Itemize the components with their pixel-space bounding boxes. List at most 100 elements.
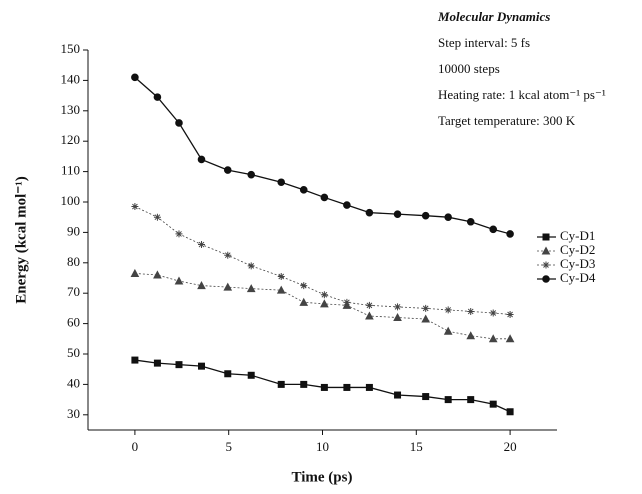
marker (223, 166, 232, 174)
legend-marker (542, 233, 550, 241)
marker (320, 193, 329, 202)
marker (466, 217, 475, 226)
marker (365, 311, 374, 320)
marker (365, 301, 373, 309)
marker (467, 396, 475, 404)
annotation: Target temperature: 300 K (438, 113, 576, 128)
marker (444, 396, 452, 404)
marker (365, 383, 373, 391)
marker (365, 208, 374, 217)
marker (421, 211, 430, 220)
marker (299, 186, 308, 194)
marker (224, 251, 232, 259)
marker (394, 303, 402, 311)
y-tick-label: 100 (61, 193, 81, 208)
y-tick-label: 130 (61, 102, 81, 117)
marker (175, 361, 183, 369)
y-tick-label: 80 (67, 254, 80, 269)
marker (246, 284, 256, 293)
legend-label: Cy-D1 (560, 228, 595, 243)
marker (506, 408, 514, 416)
legend-marker (542, 261, 550, 269)
marker (224, 370, 232, 378)
annotation: Heating rate: 1 kcal atom⁻¹ ps⁻¹ (438, 87, 606, 102)
marker (131, 356, 139, 364)
marker (489, 225, 498, 234)
marker (197, 241, 205, 249)
legend-label: Cy-D3 (560, 256, 595, 271)
marker (153, 93, 162, 101)
marker (277, 272, 285, 280)
marker (174, 276, 184, 285)
marker (153, 213, 161, 221)
y-tick-label: 120 (61, 132, 81, 147)
marker (506, 230, 514, 238)
marker (343, 201, 351, 209)
marker (131, 203, 139, 211)
marker (343, 383, 351, 391)
marker (320, 299, 329, 308)
marker (247, 262, 255, 270)
y-tick-label: 30 (67, 406, 80, 421)
marker (444, 306, 452, 314)
x-tick-label: 5 (225, 439, 232, 454)
marker (394, 391, 402, 399)
marker (421, 314, 431, 323)
marker (131, 73, 139, 82)
marker (320, 383, 328, 391)
marker (443, 326, 453, 335)
marker (444, 213, 452, 221)
marker (300, 380, 308, 388)
marker (276, 285, 286, 294)
marker (422, 304, 430, 312)
x-axis-label: Time (ps) (292, 469, 353, 485)
marker (343, 298, 351, 306)
marker (299, 297, 309, 306)
series-line (134, 273, 511, 340)
legend-marker (542, 275, 550, 283)
annotation: 10000 steps (438, 61, 500, 76)
marker (467, 307, 475, 315)
marker (300, 282, 308, 290)
marker (488, 334, 498, 343)
marker (393, 210, 402, 218)
y-tick-label: 60 (67, 315, 80, 330)
y-tick-label: 140 (61, 71, 81, 86)
marker (393, 312, 402, 322)
marker (422, 393, 430, 401)
x-tick-label: 10 (316, 439, 329, 454)
y-tick-label: 70 (67, 284, 80, 299)
x-tick-label: 15 (410, 439, 423, 454)
marker (197, 155, 206, 164)
marker (320, 291, 328, 299)
legend-label: Cy-D2 (560, 242, 595, 257)
x-tick-label: 0 (132, 439, 139, 454)
marker (489, 400, 497, 408)
y-tick-label: 50 (67, 345, 80, 360)
annotation: Molecular Dynamics (437, 9, 550, 24)
y-axis-label: Energy (kcal mol⁻¹) (13, 176, 29, 303)
legend-marker (541, 246, 551, 255)
marker (153, 270, 162, 279)
marker (130, 268, 140, 277)
marker (277, 380, 285, 388)
y-tick-label: 90 (67, 223, 80, 238)
marker (175, 119, 183, 127)
marker (197, 362, 205, 370)
marker (489, 309, 497, 317)
annotation: Step interval: 5 fs (438, 35, 530, 50)
series-line (134, 206, 511, 315)
legend-label: Cy-D4 (560, 270, 596, 285)
marker (153, 359, 161, 367)
y-tick-label: 40 (67, 375, 80, 390)
marker (505, 334, 515, 343)
y-tick-label: 150 (61, 41, 81, 56)
x-tick-label: 20 (504, 439, 517, 454)
marker (223, 282, 233, 291)
marker (506, 310, 514, 318)
marker (247, 170, 256, 179)
marker (247, 371, 255, 379)
marker (466, 331, 476, 340)
